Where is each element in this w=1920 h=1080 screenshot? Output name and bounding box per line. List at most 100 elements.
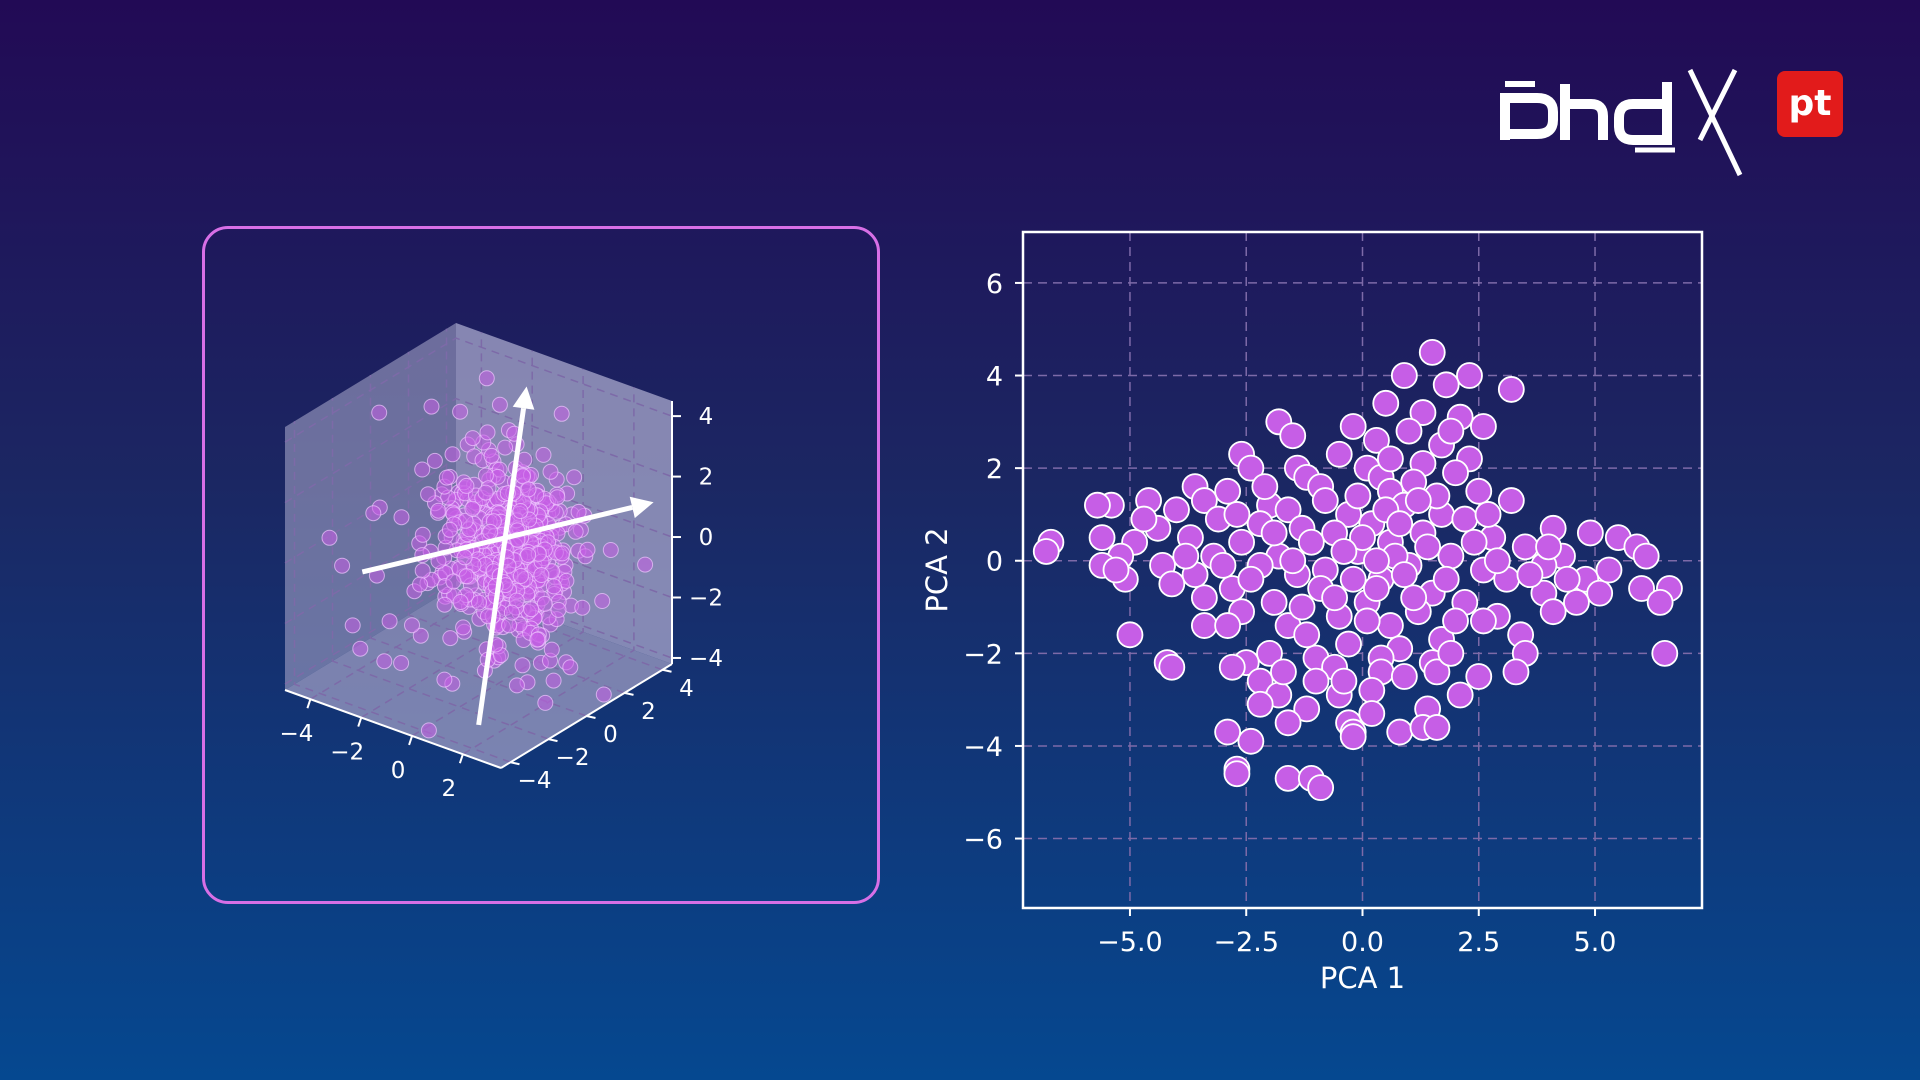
- data-point: [1223, 760, 1251, 788]
- y-tick-label: 4: [679, 676, 694, 702]
- principal-axis-arrow: [361, 504, 633, 575]
- data-point: [1158, 570, 1186, 598]
- data-point: [1237, 565, 1265, 593]
- data-point: [1576, 519, 1604, 547]
- data-point: [1437, 639, 1465, 667]
- data-point-3d: [497, 439, 514, 456]
- data-point-3d: [352, 640, 369, 657]
- data-point: [1130, 505, 1158, 533]
- z-tick-label: −4: [689, 646, 723, 672]
- data-point: [1293, 695, 1321, 723]
- data-point-3d: [464, 500, 481, 517]
- z-gridline: [284, 337, 673, 443]
- data-point-3d: [444, 446, 461, 463]
- data-point: [1437, 417, 1465, 445]
- data-point-3d: [436, 596, 453, 613]
- data-point: [1470, 413, 1497, 440]
- y-tick-label: −4: [963, 732, 1003, 763]
- data-point: [1470, 607, 1497, 635]
- data-point-3d: [365, 505, 382, 522]
- data-point-3d: [412, 576, 428, 593]
- data-point-3d: [574, 599, 591, 616]
- data-point-3d: [376, 653, 393, 670]
- data-point: [1563, 589, 1590, 616]
- data-point: [1288, 593, 1316, 621]
- data-point-3d: [477, 484, 494, 501]
- y-tick-mark: [548, 738, 558, 743]
- x-gridline: [411, 368, 584, 737]
- data-point: [1465, 477, 1493, 505]
- data-point: [1372, 389, 1400, 417]
- data-point-3d: [441, 521, 458, 538]
- x-tick-label: −2.5: [1213, 927, 1279, 958]
- data-point-3d: [442, 630, 459, 647]
- y-axis-label: PCA 2: [920, 527, 954, 612]
- z-tick-label: 2: [699, 465, 714, 491]
- data-point: [1321, 584, 1348, 612]
- x-tick-label: 2.5: [1457, 927, 1500, 958]
- data-point-3d: [554, 545, 571, 562]
- data-point-3d: [529, 631, 546, 648]
- data-point: [1032, 538, 1060, 565]
- data-point: [1279, 547, 1307, 575]
- data-point-3d: [520, 481, 537, 498]
- data-point-3d: [483, 447, 500, 464]
- data-point: [1307, 774, 1335, 802]
- svg-text:pt: pt: [1789, 83, 1832, 124]
- data-point: [1651, 639, 1679, 667]
- y-tick-label: 0: [986, 547, 1003, 578]
- data-point-3d: [520, 547, 537, 563]
- data-point: [1586, 579, 1614, 607]
- y-tick-label: 4: [986, 362, 1003, 393]
- data-point: [1628, 575, 1655, 602]
- data-point-3d: [508, 677, 525, 694]
- z-gridline: [284, 397, 673, 504]
- data-point: [1297, 528, 1325, 556]
- scatter-points: [1032, 338, 1683, 802]
- data-point-3d: [426, 452, 443, 469]
- data-point: [1223, 501, 1251, 528]
- data-point: [1400, 584, 1428, 612]
- data-point-3d: [535, 446, 552, 463]
- data-point-3d: [452, 403, 469, 420]
- z-tick-label: −2: [689, 585, 723, 611]
- data-point-3d: [537, 694, 554, 711]
- data-point: [1390, 561, 1418, 589]
- data-point-3d: [430, 502, 447, 519]
- data-point: [1344, 482, 1372, 510]
- data-point: [1418, 338, 1446, 366]
- data-point-3d: [602, 542, 619, 558]
- data-point: [1335, 630, 1362, 658]
- data-point: [1414, 533, 1442, 561]
- data-point: [1386, 718, 1414, 746]
- data-point: [1190, 487, 1218, 514]
- data-point: [1390, 362, 1418, 389]
- y-tick-mark: [510, 761, 520, 766]
- data-point-3d: [523, 601, 540, 618]
- data-point: [1446, 681, 1474, 709]
- y-gridline: [293, 421, 511, 763]
- data-point-3d: [549, 489, 566, 506]
- pt-badge-icon: pt: [1777, 71, 1843, 137]
- x-tick-mark: [458, 753, 464, 764]
- data-point: [1423, 658, 1451, 686]
- data-point: [1251, 473, 1279, 501]
- data-point-3d: [438, 469, 455, 486]
- data-point: [1646, 589, 1674, 616]
- data-point: [1404, 487, 1432, 514]
- principal-axis-arrowhead: [512, 386, 535, 410]
- data-point-3d: [542, 463, 559, 480]
- data-point: [1330, 538, 1358, 565]
- data-point: [1456, 362, 1483, 389]
- data-point: [1632, 542, 1660, 570]
- data-point: [1237, 727, 1265, 755]
- data-point-3d: [471, 594, 487, 611]
- data-point: [1535, 533, 1562, 561]
- data-point-3d: [567, 523, 584, 540]
- data-point: [1116, 621, 1144, 649]
- data-point-3d: [420, 486, 437, 503]
- y-tick-label: 2: [641, 699, 656, 725]
- data-point-3d: [393, 509, 410, 526]
- data-point-3d: [371, 404, 388, 421]
- data-point-3d: [491, 396, 508, 413]
